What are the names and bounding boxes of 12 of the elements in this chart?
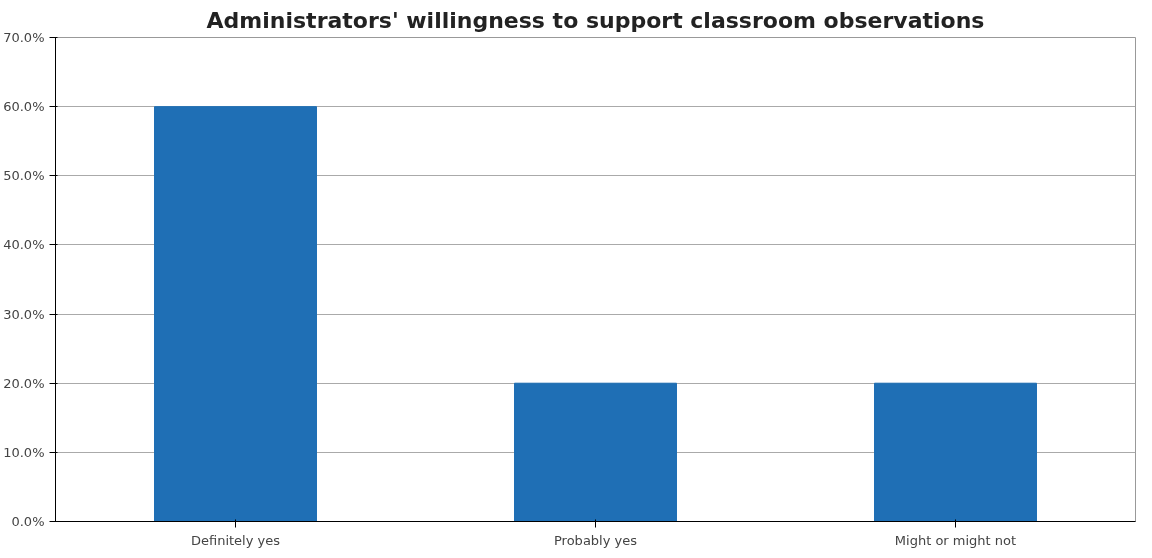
y-tick-label: 20.0% <box>3 375 45 391</box>
x-tick-label: Might or might not <box>894 532 1017 548</box>
y-tick-label: 70.0% <box>3 30 45 45</box>
y-tick-label: 10.0% <box>3 444 45 460</box>
y-tick-label: 0.0% <box>11 514 45 529</box>
x-tick-label: Definitely yes <box>190 532 281 548</box>
y-tick-label: 50.0% <box>3 168 45 184</box>
y-tick-label: 60.0% <box>3 99 45 115</box>
y-tick-label: 40.0% <box>3 237 45 253</box>
y-tick-label: 30.0% <box>3 306 45 322</box>
chart-title: Administrators' willingness to support classroom observations <box>206 7 985 33</box>
x-tick-label: Probably yes <box>554 532 638 548</box>
